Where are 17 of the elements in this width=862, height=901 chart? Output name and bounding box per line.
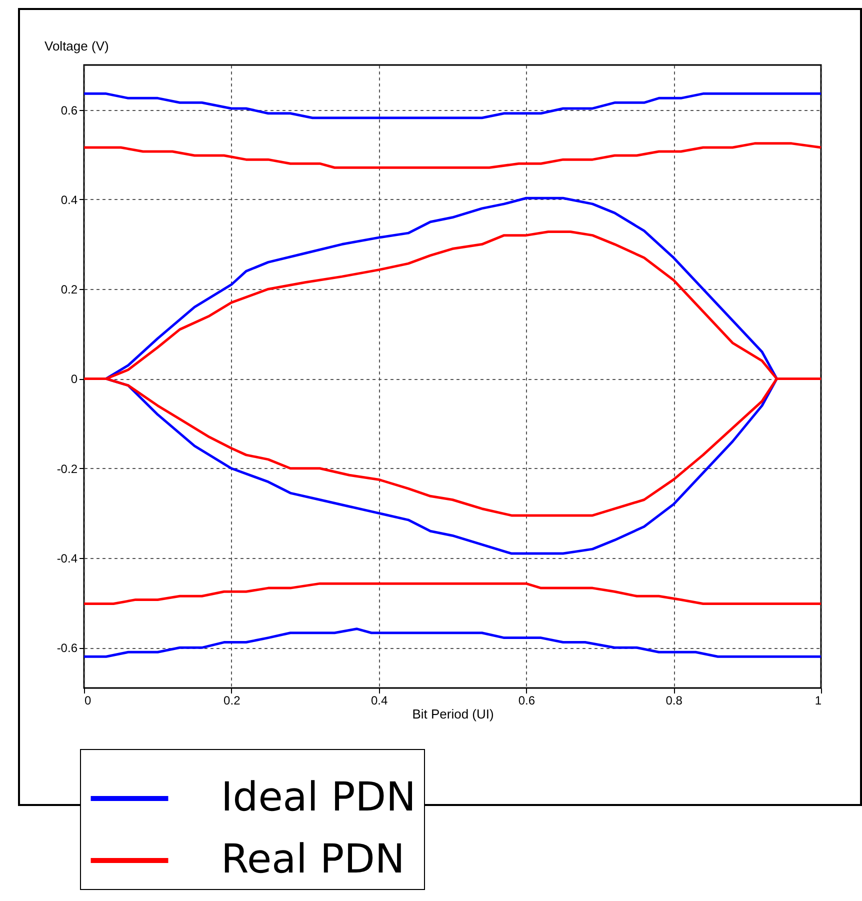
y-tick-label: 0.4 [60,192,78,207]
y-tick-label: 0 [70,372,78,386]
x-tick-label: 0.6 [518,694,536,708]
y-axis-title: Voltage (V) [44,38,109,54]
y-tick-label: -0.4 [56,552,78,566]
y-tick-label: 0.2 [60,282,78,297]
legend-label: Real PDN [221,836,405,882]
x-axis-title: Bit Period (UI) [412,706,494,722]
x-tick-label: 0.8 [666,694,683,708]
legend-label: Ideal PDN [221,774,416,820]
x-tick-label: 1 [814,694,822,708]
x-tick-label: 0.4 [370,694,388,708]
y-tick-label: 0.6 [60,103,78,118]
y-tick-label: -0.6 [56,641,78,656]
x-tick-label: 0.2 [224,694,241,708]
y-tick-label: -0.2 [56,462,78,476]
x-tick-label: 0 [84,694,92,708]
